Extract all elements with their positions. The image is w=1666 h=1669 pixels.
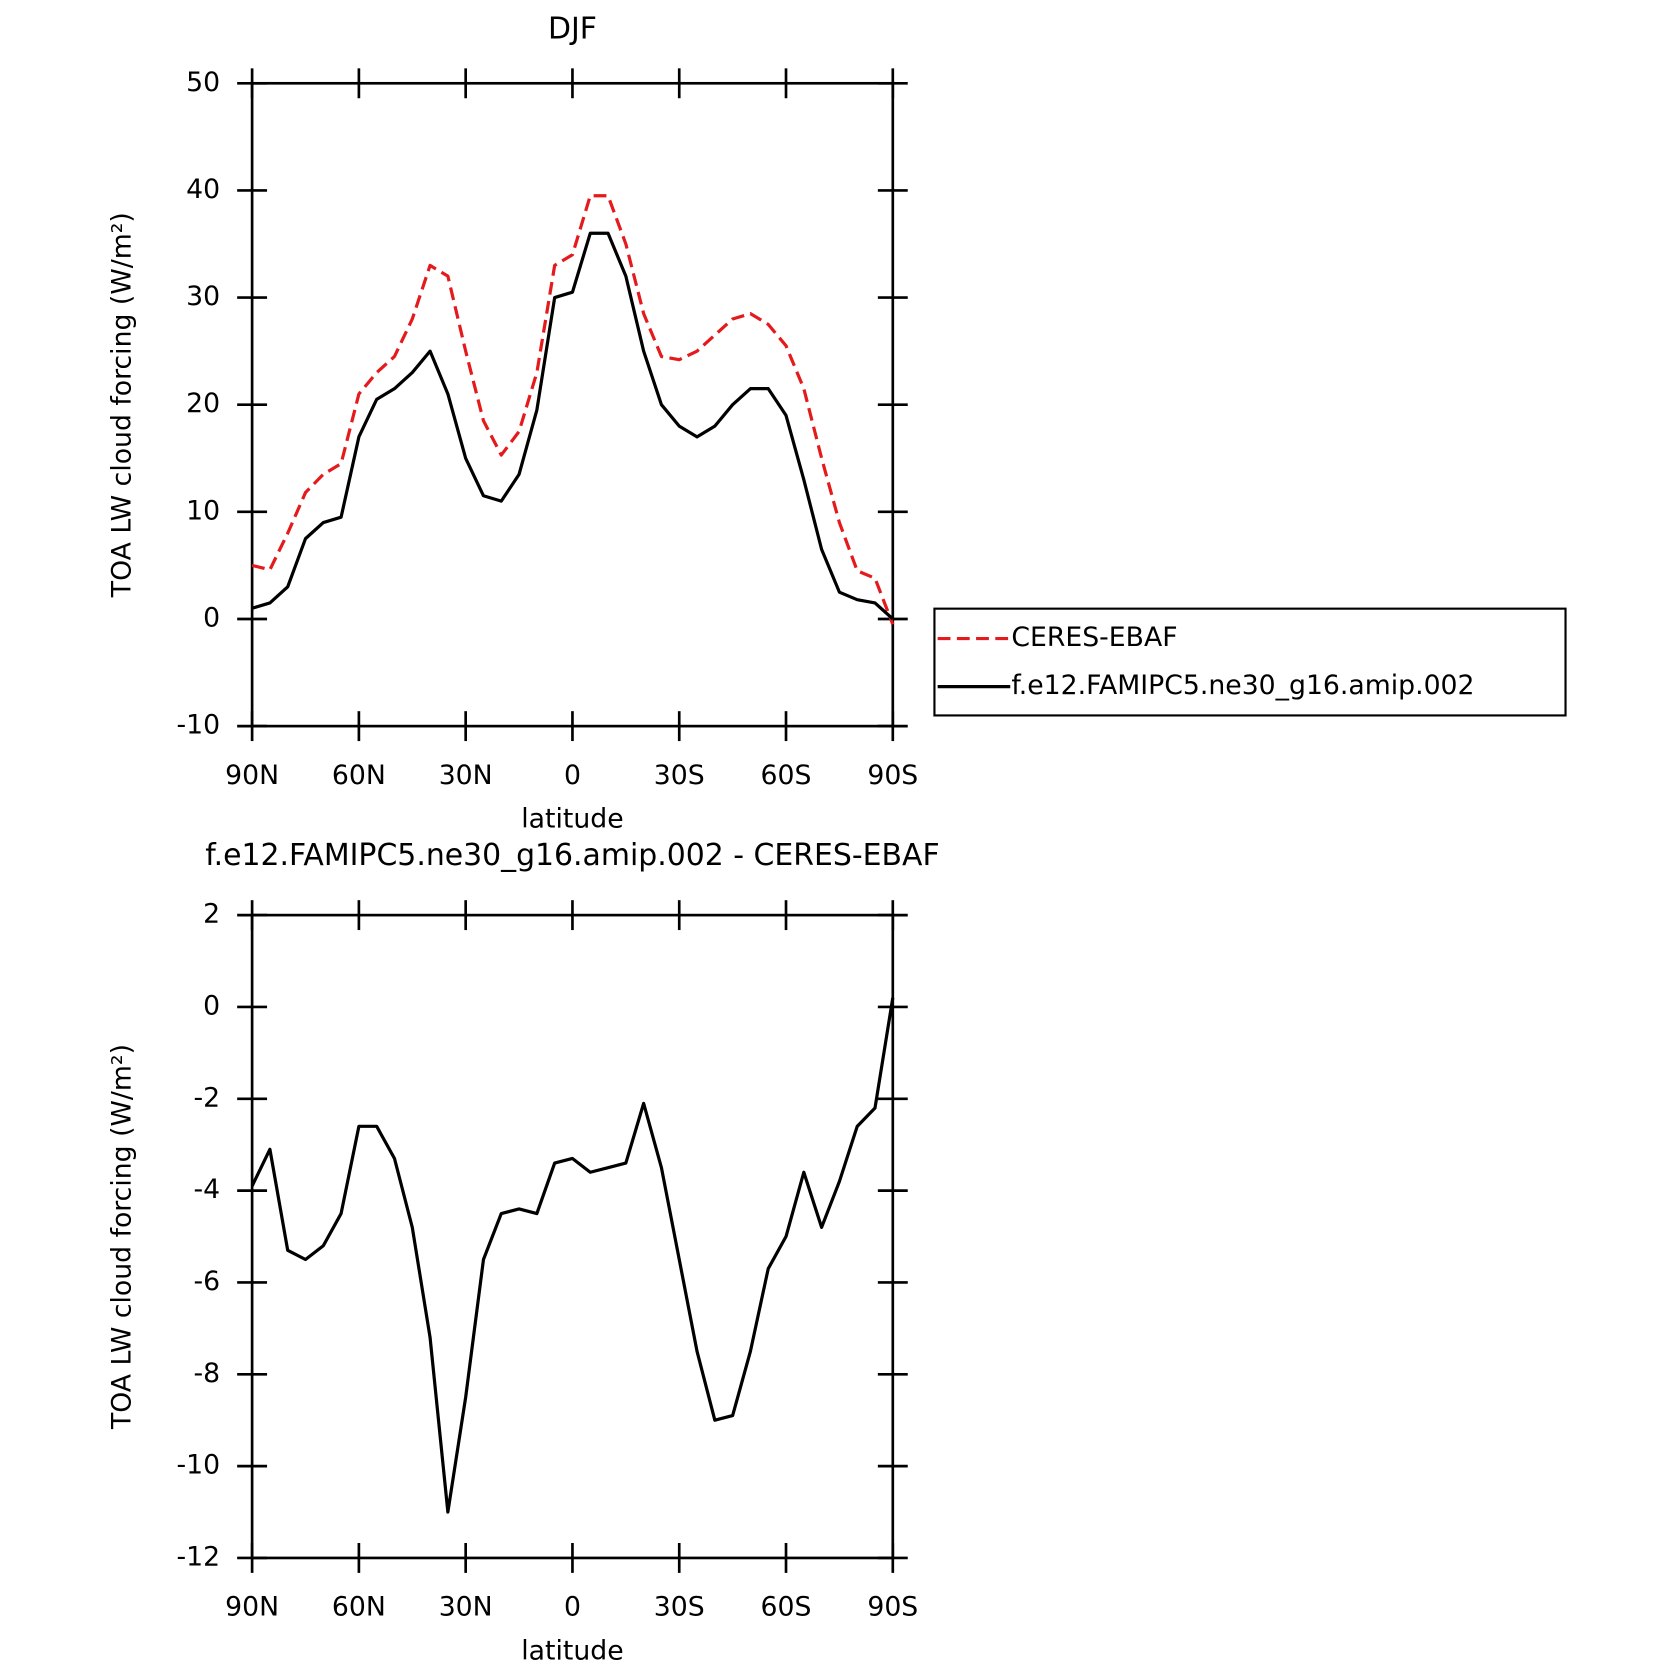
x-tick-label: 90N [225, 1592, 279, 1623]
legend-label: CERES-EBAF [1011, 622, 1177, 653]
y-tick-label: 0 [203, 990, 220, 1021]
x-tick-label: 60S [761, 1592, 812, 1623]
x-tick-label: 60N [332, 1592, 386, 1623]
y-tick-label: -10 [176, 1450, 220, 1481]
chart-title: DJF [548, 11, 597, 46]
legend-label: f.e12.FAMIPC5.ne30_g16.amip.002 [1011, 670, 1474, 701]
y-tick-label: -2 [193, 1082, 220, 1113]
chart-title: f.e12.FAMIPC5.ne30_g16.amip.002 - CERES-… [205, 838, 939, 873]
x-tick-label: 30S [654, 1592, 705, 1623]
y-tick-label: -8 [193, 1358, 220, 1389]
y-tick-label: 20 [186, 388, 220, 419]
x-tick-label: 30S [654, 760, 705, 791]
y-axis-label: TOA LW cloud forcing (W/m²) [106, 212, 137, 598]
x-tick-label: 60S [761, 760, 812, 791]
y-tick-label: -10 [176, 710, 220, 741]
x-tick-label: 30N [439, 1592, 493, 1623]
plot-frame [250, 913, 895, 1560]
y-tick-label: -6 [193, 1266, 220, 1297]
data-line [250, 997, 895, 1514]
data-line [251, 194, 895, 625]
y-tick-label: 50 [186, 67, 220, 98]
y-tick-label: 30 [186, 281, 220, 312]
y-axis-label: TOA LW cloud forcing (W/m²) [106, 1044, 137, 1430]
plot-frame [250, 81, 895, 728]
x-tick-label: 90S [867, 1592, 918, 1623]
x-tick-label: 60N [332, 760, 386, 791]
x-tick-label: 30N [439, 760, 493, 791]
x-axis-label: latitude [521, 1635, 623, 1666]
y-tick-label: 2 [203, 899, 220, 930]
y-tick-label: -12 [176, 1541, 220, 1572]
legend-box [933, 607, 1567, 717]
y-tick-label: -4 [193, 1174, 220, 1205]
x-tick-label: 90S [867, 760, 918, 791]
x-tick-label: 90N [225, 760, 279, 791]
y-tick-label: 10 [186, 495, 220, 526]
x-tick-label: 0 [564, 760, 581, 791]
x-axis-label: latitude [521, 804, 623, 835]
x-tick-label: 0 [564, 1592, 581, 1623]
data-line [251, 231, 894, 621]
y-tick-label: 0 [203, 602, 220, 633]
y-tick-label: 40 [186, 174, 220, 205]
